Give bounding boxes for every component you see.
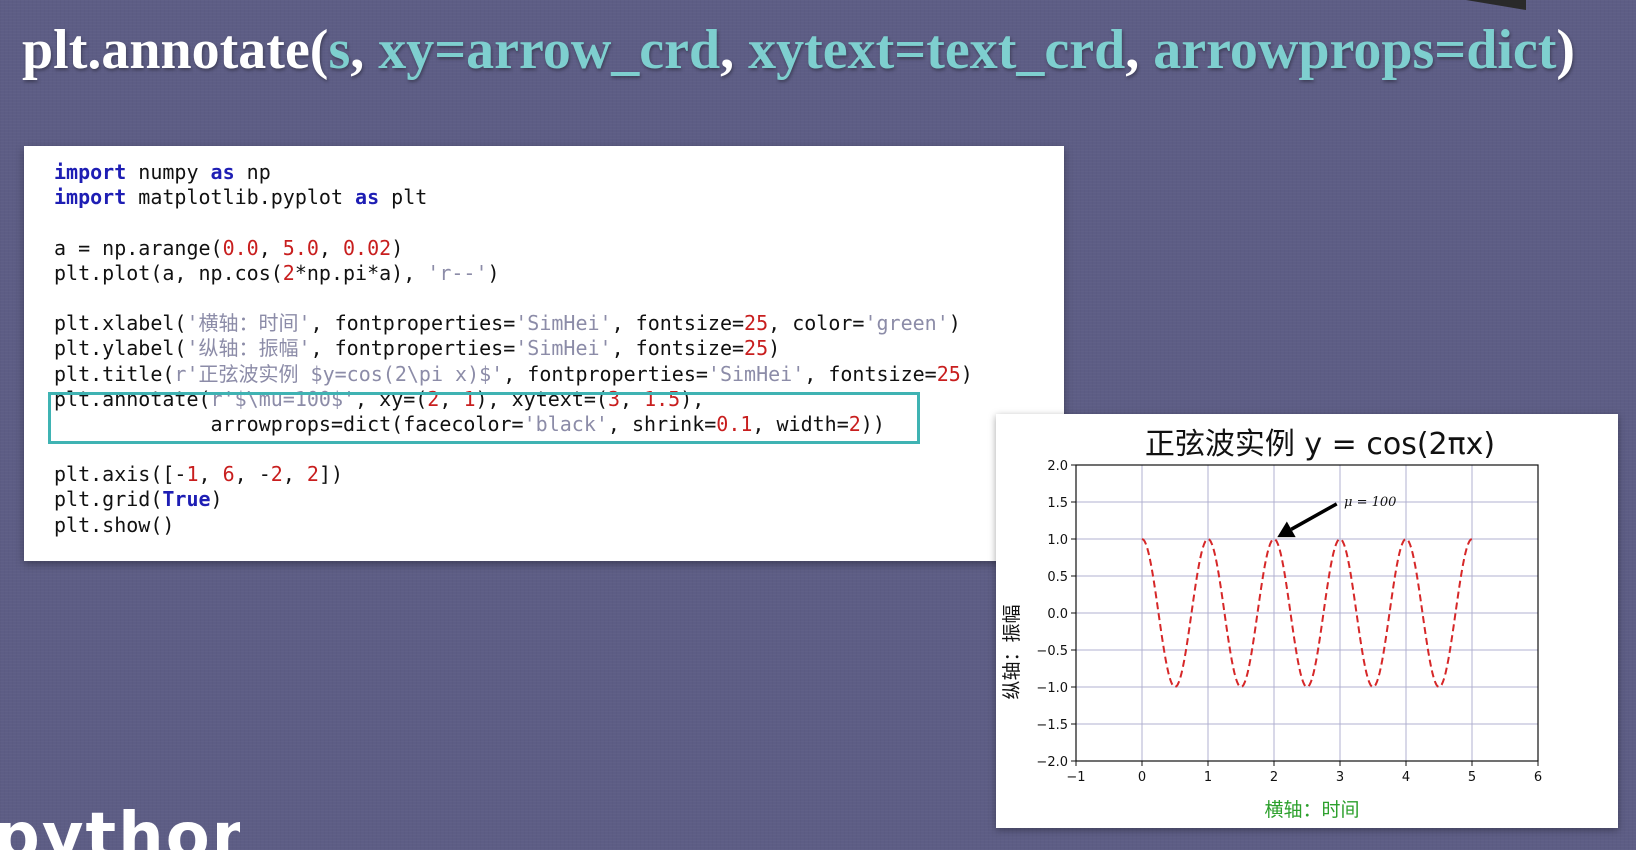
corner-decoration [1466, 0, 1526, 10]
x-axis-label: 横轴：时间 [1264, 799, 1359, 821]
code-line-blank [54, 210, 973, 235]
axes [1071, 464, 1539, 766]
x-tick-label: 3 [1336, 770, 1344, 785]
title-param-s: s [328, 19, 351, 81]
logo-text: python [0, 808, 240, 850]
x-tick-label: 4 [1402, 770, 1410, 785]
annotation-arrow-head [1277, 521, 1296, 538]
code-line-8: plt.ylabel('纵轴：振幅', fontproperties='SimH… [54, 336, 781, 361]
code-line-1: import numpy as np [54, 160, 271, 184]
title-sep: , [720, 19, 749, 81]
y-tick-label: −1.5 [1036, 718, 1068, 733]
grid [1075, 464, 1539, 762]
python-logo-fragment: python [0, 808, 240, 850]
data-series [1141, 537, 1473, 689]
code-line-4: a = np.arange(0.0, 5.0, 0.02) [54, 235, 404, 260]
code-line-11: arrowprops=dict(facecolor='black', shrin… [54, 411, 885, 436]
title-param-xy: xy=arrow_crd [378, 19, 721, 81]
plot-panel: 正弦波实例 y = cos(2πx) −1 0 1 2 3 4 5 6 −2.0 −1.5 −1.0… [996, 414, 1618, 828]
code-line-13: plt.axis([-1, 6, -2, 2]) [54, 462, 344, 487]
annotation-arrow-shaft [1290, 502, 1338, 531]
cosine-chart: 正弦波实例 y = cos(2πx) −1 0 1 2 3 4 5 6 −2.0 −1.5 −1.0… [1001, 427, 1542, 821]
code-panel: import numpy as np import matplotlib.pypl… [24, 146, 1064, 561]
annotation-label: μ = 100 [1344, 495, 1396, 510]
code-line-2: import matplotlib.pyplot as plt [54, 185, 428, 210]
title-param-xytext: xytext=text_crd [748, 19, 1126, 81]
y-axis-label: 纵轴：振幅 [1001, 604, 1023, 699]
title-param-arrowprops: arrowprops=dict [1153, 19, 1557, 81]
tick-labels: −1 0 1 2 3 4 5 6 −2.0 −1.5 −1.0 −0.5 0.0 0.5 1.0 1.5 2.0 [1036, 459, 1542, 785]
x-tick-label: 0 [1138, 770, 1146, 785]
y-tick-label: 0.0 [1047, 607, 1068, 622]
annotation: μ = 100 [1277, 495, 1396, 538]
y-tick-label: 1.5 [1047, 496, 1068, 511]
title-close-paren: ) [1556, 19, 1576, 81]
code-line-9: plt.title(r'正弦波实例 $y=cos(2\pi x)$', font… [54, 361, 973, 386]
title-func: plt.annotate( [22, 19, 329, 81]
code-line-14: plt.grid(True) [54, 487, 223, 512]
title-sep: , [350, 19, 379, 81]
code-line-15: plt.show() [54, 512, 175, 537]
slide-title: plt.annotate(s, xy=arrow_crd, xytext=tex… [22, 14, 1632, 86]
cosine-line [1141, 537, 1473, 689]
x-tick-label: −1 [1066, 770, 1085, 785]
x-tick-label: 2 [1270, 770, 1278, 785]
title-sep: , [1125, 19, 1154, 81]
code-line-blank [54, 286, 973, 311]
x-tick-label: 5 [1468, 770, 1476, 785]
y-tick-label: −2.0 [1036, 755, 1068, 770]
x-tick-label: 6 [1534, 770, 1542, 785]
y-tick-label: −1.0 [1036, 681, 1068, 696]
x-tick-label: 1 [1204, 770, 1212, 785]
annotate-highlight-box [48, 392, 920, 444]
code-line-7: plt.xlabel('横轴：时间', fontproperties='SimH… [54, 311, 961, 336]
code-block: import numpy as np import matplotlib.pypl… [54, 160, 973, 538]
chart-title: 正弦波实例 y = cos(2πx) [1145, 427, 1495, 462]
y-tick-label: 1.0 [1047, 533, 1068, 548]
y-tick-label: 0.5 [1047, 570, 1068, 585]
y-tick-label: −0.5 [1036, 644, 1068, 659]
y-tick-label: 2.0 [1047, 459, 1068, 474]
code-line-5: plt.plot(a, np.cos(2*np.pi*a), 'r--') [54, 260, 500, 285]
